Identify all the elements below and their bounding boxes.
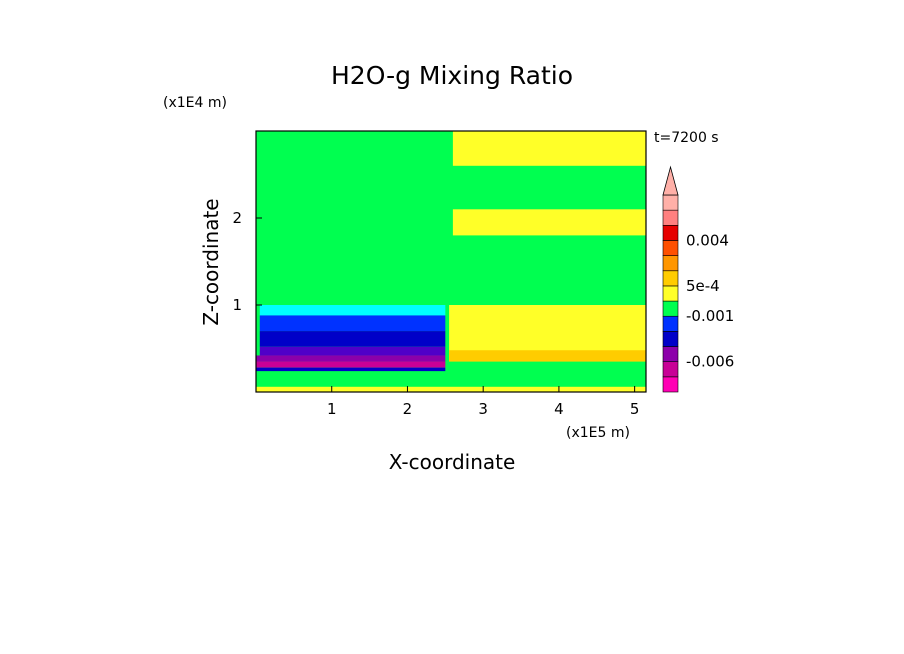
colorbar-segment-7 [662, 270, 679, 287]
x-tick-label-4: 5 [630, 400, 640, 418]
heatmap-region-10 [452, 209, 646, 236]
heatmap-region-11 [452, 131, 646, 166]
x-scale-label: (x1E5 m) [566, 425, 630, 441]
chart-title: H2O-g Mixing Ratio [331, 61, 573, 90]
x-tick-label-0: 1 [327, 400, 337, 418]
x-tick-label-2: 3 [478, 400, 488, 418]
heatmap-region-3 [259, 331, 446, 347]
colorbar-segment-1 [662, 361, 679, 378]
x-axis-label: X-coordinate [389, 450, 516, 474]
heatmap-region-7 [256, 367, 446, 372]
heatmap-region-6 [256, 361, 446, 368]
colorbar-segment-5 [662, 300, 679, 317]
colorbar-segment-8 [662, 255, 679, 272]
y-scale-label: (x1E4 m) [163, 95, 227, 111]
colorbar-label-1: 5e-4 [686, 277, 720, 295]
colorbar-segment-0 [662, 376, 679, 393]
heatmap-region-1 [259, 305, 446, 316]
colorbar-label-0: 0.004 [686, 231, 729, 249]
y-tick-label-0: 1 [232, 296, 242, 314]
y-axis-label: Z-coordinate [199, 198, 223, 325]
heatmap-region-5 [256, 355, 446, 362]
colorbar-segment-3 [662, 331, 679, 347]
colorbar-segment-6 [662, 285, 679, 302]
heatmap-region-9 [449, 350, 646, 362]
colorbar-segment-9 [662, 240, 679, 256]
colorbar-extend-arrow [662, 165, 679, 196]
x-tick-label-1: 2 [403, 400, 413, 418]
colorbar-segment-12 [662, 194, 679, 211]
colorbar-segment-10 [662, 225, 679, 241]
time-label: t=7200 s [654, 130, 719, 146]
colorbar-label-2: -0.001 [686, 307, 734, 325]
colorbar-segment-4 [662, 315, 679, 332]
y-axis: 12 [232, 209, 262, 314]
y-tick-label-1: 2 [232, 209, 242, 227]
plot-area [256, 131, 646, 392]
heatmap-region-2 [259, 315, 446, 332]
colorbar-segment-11 [662, 209, 679, 226]
plot-frame [255, 130, 647, 393]
x-tick-label-3: 4 [554, 400, 564, 418]
colorbar-label-3: -0.006 [686, 353, 734, 371]
colorbar-segment-2 [662, 346, 679, 362]
x-axis: 1 2 3 4 5 [327, 386, 639, 418]
heatmap-region-4 [259, 346, 446, 356]
colorbar: 0.004 5e-4 -0.001 -0.006 [662, 165, 734, 393]
heatmap-region-12 [256, 386, 646, 392]
